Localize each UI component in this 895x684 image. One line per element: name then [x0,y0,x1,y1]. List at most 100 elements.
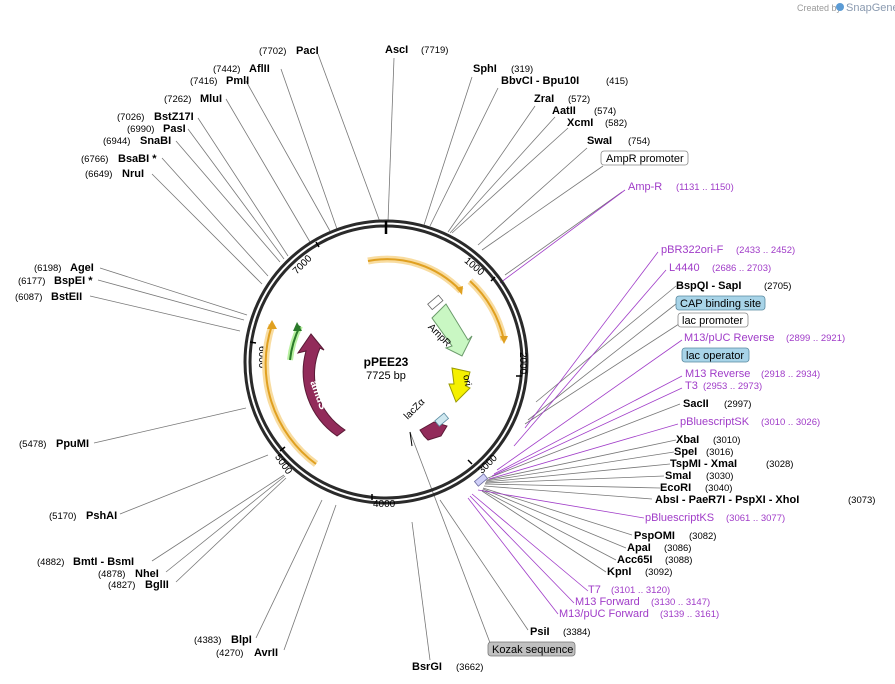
enzyme-label[interactable]: AatII [552,105,576,117]
enzyme-label[interactable]: PmlI [226,75,249,87]
enzyme-label[interactable]: BmtI - BsmI [73,556,134,568]
enzyme-position: (4882) [37,557,64,568]
enzyme-label[interactable]: ZraI [534,93,554,105]
enzyme-label[interactable]: XbaI [676,434,699,446]
enzyme-label[interactable]: KpnI [607,566,631,578]
enzyme-position: (4270) [216,648,243,659]
enzyme-position: (2997) [724,399,751,410]
enzyme-label[interactable]: NruI [122,168,144,180]
enzyme-position: (4383) [194,635,221,646]
enzyme-label[interactable]: BbvCI - Bpu10I [501,75,579,87]
enzyme-leader-lines [89,53,683,661]
enzyme-label[interactable]: BstZ17I [154,111,194,123]
enzyme-position: (7702) [259,46,286,57]
enzyme-position: (7442) [213,64,240,75]
primer-range: (2686 .. 2703) [712,263,771,274]
kozak-sequence-box[interactable] [487,641,576,657]
enzyme-position: (7262) [164,94,191,105]
enzyme-position: (3384) [563,627,590,638]
enzyme-position: (3073) [848,495,875,506]
enzyme-position: (6177) [18,276,45,287]
enzyme-label[interactable]: TspMI - XmaI [670,458,737,470]
amds-feature-arrow[interactable] [296,333,346,437]
enzyme-label[interactable]: BstEII [51,291,82,303]
enzyme-position: (6198) [34,263,61,274]
orf-arrowhead-1 [456,286,463,295]
primer-range: (2433 .. 2452) [736,245,795,256]
enzyme-label[interactable]: AbsI - PaeR7I - PspXI - XhoI [655,494,799,506]
enzyme-label[interactable]: EcoRI [660,482,691,494]
enzyme-label[interactable]: SpeI [674,446,697,458]
enzyme-label[interactable]: MluI [200,93,222,105]
primer-label[interactable]: M13 Reverse [685,368,750,380]
lac-operator-box[interactable] [681,347,750,363]
lac-operator-label: lac operator [686,350,744,362]
enzyme-position: (6649) [85,169,112,180]
enzyme-position: (7026) [117,112,144,123]
enzyme-position: (754) [628,136,650,147]
enzyme-label[interactable]: BlpI [231,634,252,646]
lac-operator-mark [434,412,450,427]
primer-label[interactable]: Amp-R [628,181,662,193]
primer-label[interactable]: pBR322ori-F [661,244,724,256]
enzyme-position: (6944) [103,136,130,147]
lac-promoter-box[interactable] [677,312,749,328]
enzyme-label[interactable]: BsrGI [412,661,442,673]
enzyme-label[interactable]: PspOMI [634,530,675,542]
plasmid-name: pPEE23 [364,355,409,369]
primer-leader-lines [467,189,683,615]
orf-arcs [262,255,508,467]
ampr-promoter-box[interactable] [600,150,689,166]
lac-promoter-label: lac promoter [682,315,743,327]
enzyme-label[interactable]: NheI [135,568,159,580]
enzyme-label[interactable]: BspQI - SapI [676,280,741,292]
primer-label[interactable]: M13/pUC Forward [559,608,649,620]
snapgene-logo-icon [836,3,844,11]
enzyme-position: (3016) [706,447,733,458]
primer-label[interactable]: pBluescriptSK [680,416,750,428]
enzyme-position: (6766) [81,154,108,165]
enzyme-label[interactable]: SacII [683,398,709,410]
enzyme-label[interactable]: ApaI [627,542,651,554]
enzyme-label[interactable]: AflII [249,63,270,75]
enzyme-label[interactable]: SwaI [587,135,612,147]
primer-range: (3130 .. 3147) [651,597,710,608]
enzyme-position: (574) [594,106,616,117]
enzyme-label[interactable]: PasI [163,123,186,135]
enzyme-position: (4827) [108,580,135,591]
tick-6000: 6000 [256,346,267,369]
primer-range: (1131 .. 1150) [676,182,734,193]
enzyme-label[interactable]: BsaBI * [118,153,157,165]
enzyme-label[interactable]: XcmI [567,117,593,129]
enzyme-label[interactable]: Acc65I [617,554,652,566]
enzyme-label[interactable]: PsiI [530,626,550,638]
enzyme-position: (3662) [456,662,483,673]
enzyme-position: (572) [568,94,590,105]
lacza-feature-arrow[interactable] [419,421,448,441]
enzyme-label[interactable]: AscI [385,44,408,56]
plasmid-length: 7725 bp [366,370,406,382]
enzyme-label[interactable]: AgeI [70,262,94,274]
ampr-feature-arrow[interactable] [431,303,473,357]
primer-label[interactable]: L4440 [669,262,700,274]
enzyme-position: (3092) [645,567,672,578]
enzyme-label[interactable]: PshAI [86,510,117,522]
cap-binding-site-box[interactable] [675,295,766,311]
cap-binding-site-label: CAP binding site [680,298,761,310]
enzyme-label[interactable]: SmaI [665,470,691,482]
enzyme-label[interactable]: PpuMI [56,438,89,450]
enzyme-label[interactable]: SnaBI [140,135,171,147]
enzyme-label[interactable]: PacI [296,45,319,57]
enzyme-label[interactable]: SphI [473,63,497,75]
enzyme-label[interactable]: BglII [145,579,169,591]
ori-feature-arrow[interactable] [448,367,471,403]
primer-label[interactable]: T7 [588,584,601,596]
primer-label[interactable]: M13/pUC Reverse [684,332,774,344]
primer-label[interactable]: M13 Forward [575,596,640,608]
primer-label[interactable]: pBluescriptKS [645,512,714,524]
enzyme-label[interactable]: AvrII [254,647,278,659]
snapgene-brand: SnapGene [846,2,895,14]
enzyme-label[interactable]: BspEI * [54,275,93,287]
primer-label[interactable]: T3 [685,380,698,392]
